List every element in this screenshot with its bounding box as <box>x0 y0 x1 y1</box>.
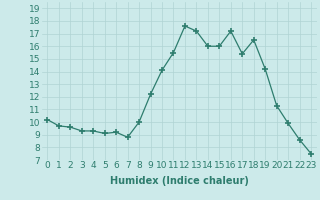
X-axis label: Humidex (Indice chaleur): Humidex (Indice chaleur) <box>110 176 249 186</box>
